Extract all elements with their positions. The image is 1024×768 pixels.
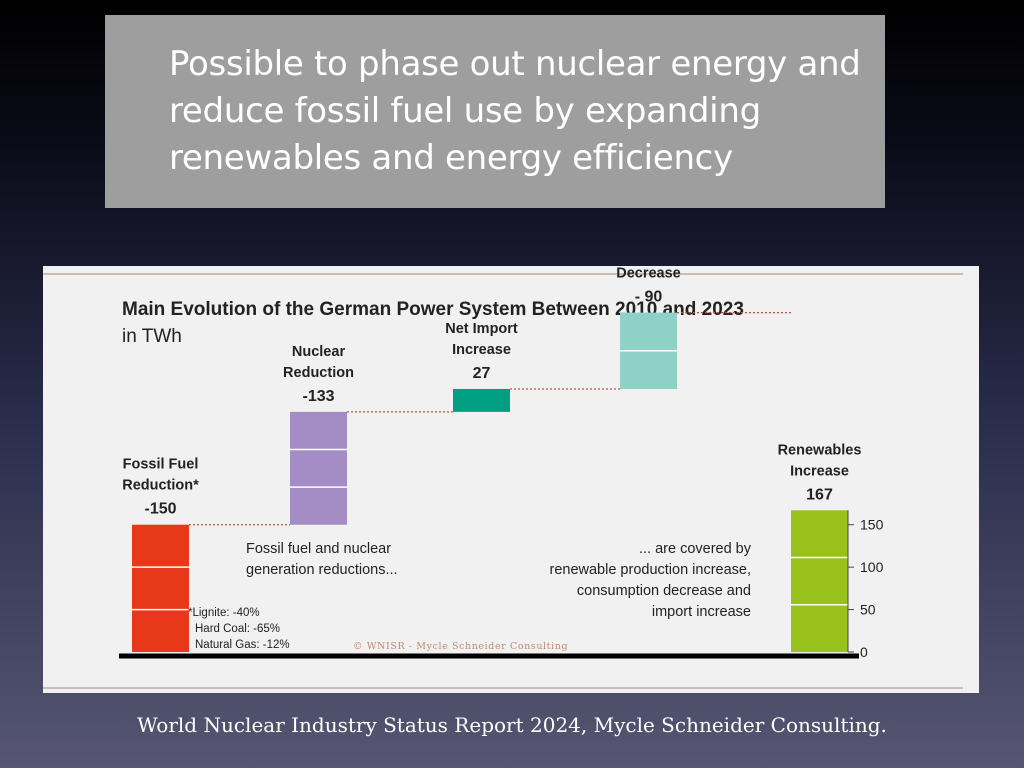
chart-title: Main Evolution of the German Power Syste… <box>122 299 744 320</box>
waterfall-chart: Main Evolution of the German Power Syste… <box>43 266 963 689</box>
footnote: *Lignite: -40% <box>188 607 260 619</box>
step-label: Reduction <box>283 365 354 381</box>
chart-panel: Main Evolution of the German Power Syste… <box>43 266 979 693</box>
y-tick-label: 100 <box>860 559 884 575</box>
y-tick-label: 150 <box>860 517 884 533</box>
copyright-note: © WNISR - Mycle Schneider Consulting <box>353 641 568 652</box>
left-annotation: Fossil fuel and nuclear <box>246 541 391 557</box>
right-annotation: consumption decrease and <box>577 583 751 599</box>
slide-headline: Possible to phase out nuclear energy and… <box>169 44 861 178</box>
footnote: Natural Gas: -12% <box>195 639 290 651</box>
y-tick-label: 0 <box>860 644 868 660</box>
footnote: Hard Coal: -65% <box>195 623 280 635</box>
step-label: Nuclear <box>292 344 346 360</box>
right-annotation: renewable production increase, <box>549 562 751 578</box>
step-value-label: 27 <box>473 365 491 382</box>
right-annotation: ... are covered by <box>639 541 752 557</box>
chart-subtitle: in TWh <box>122 326 182 347</box>
waterfall-bar <box>290 411 347 525</box>
waterfall-bar <box>791 510 848 652</box>
step-label: Increase <box>452 342 511 358</box>
left-annotation: generation reductions... <box>246 562 398 578</box>
source-caption: World Nuclear Industry Status Report 202… <box>137 713 887 737</box>
step-label: Renewables <box>778 442 862 458</box>
step-value-label: - 90 <box>635 289 663 306</box>
step-label: Net Import <box>445 321 518 337</box>
step-label: Decrease <box>616 266 681 282</box>
right-annotation: import increase <box>652 604 751 620</box>
headline-box: Possible to phase out nuclear energy and… <box>105 15 885 208</box>
waterfall-bar <box>453 388 510 412</box>
step-label: Reduction* <box>122 478 199 494</box>
step-label: Fossil Fuel <box>123 457 199 473</box>
step-value-label: 167 <box>806 486 833 503</box>
step-value-label: -150 <box>144 501 176 518</box>
waterfall-bar <box>132 524 189 652</box>
step-label: Increase <box>790 463 849 479</box>
y-tick-label: 50 <box>860 602 876 618</box>
step-value-label: -133 <box>302 388 334 405</box>
